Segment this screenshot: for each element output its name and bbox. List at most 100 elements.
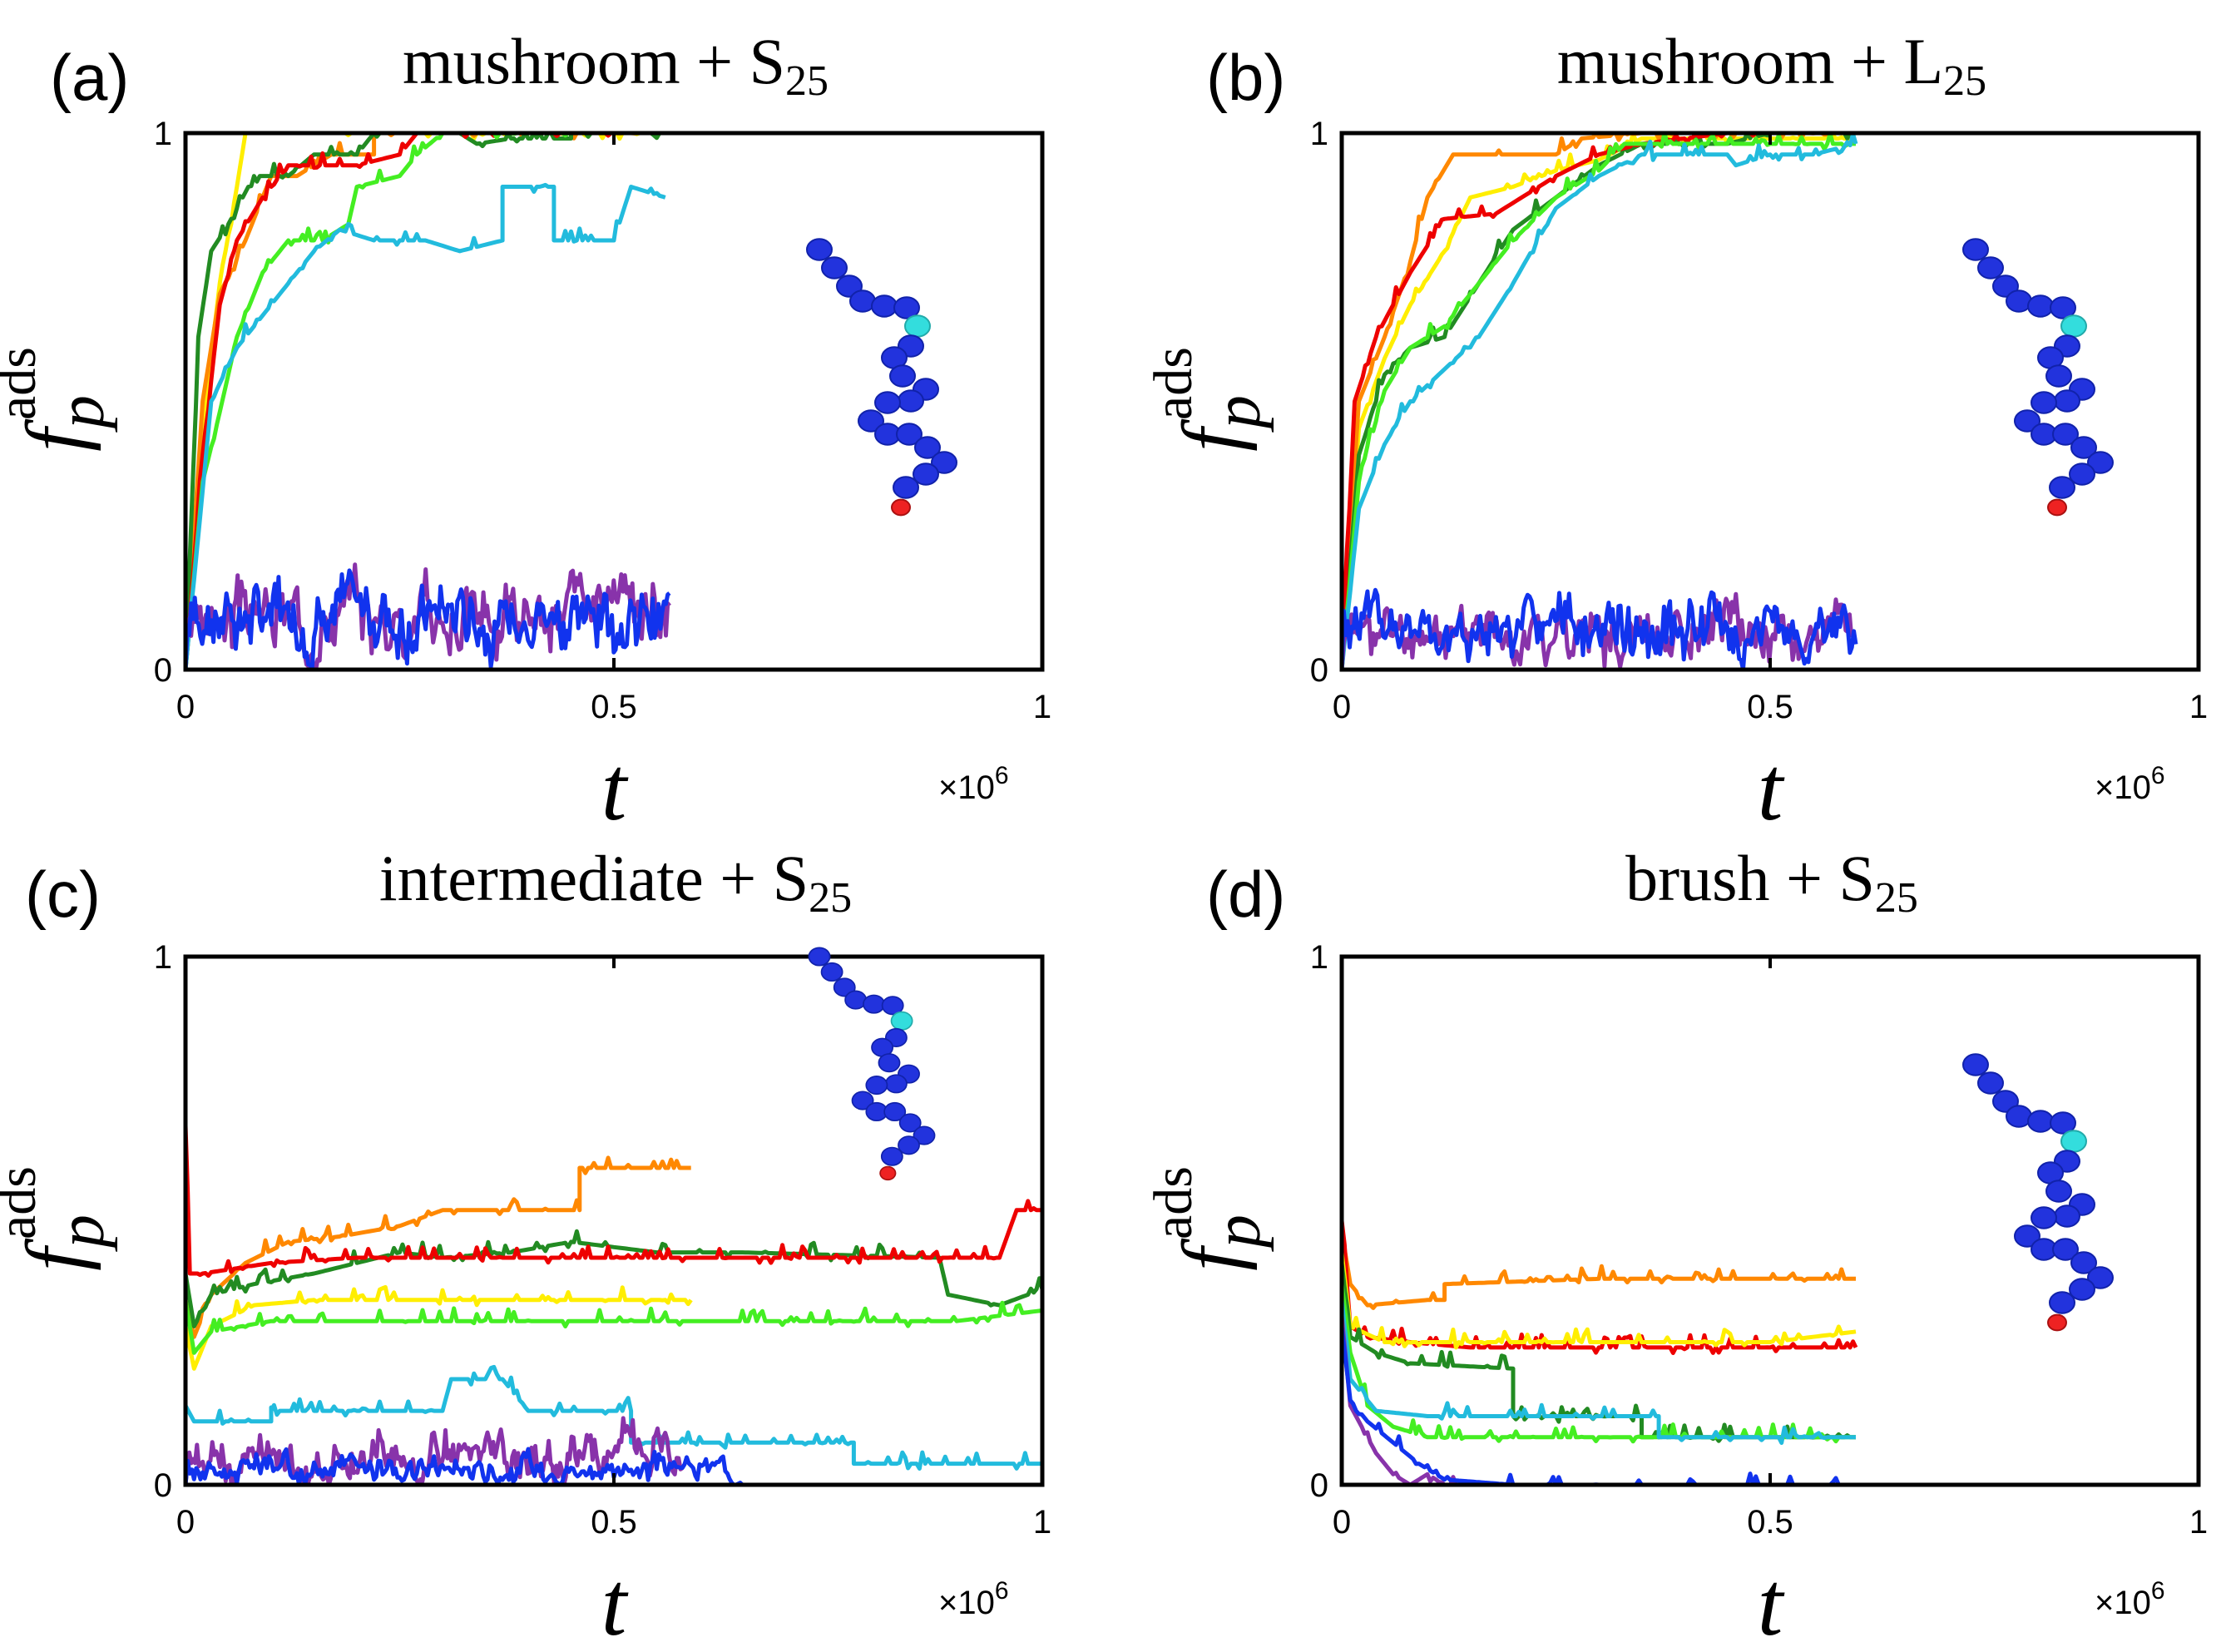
series-line-light-green xyxy=(185,1299,1042,1355)
chain-bead xyxy=(2052,423,2079,446)
chain-bead xyxy=(878,1053,901,1073)
y-axis-label: fpads xyxy=(1143,347,1274,452)
series-line-blue xyxy=(185,568,671,670)
chain-bead xyxy=(931,451,957,474)
polymer-chain-inset xyxy=(806,238,957,517)
series-line-cyan xyxy=(185,182,666,670)
chain-bead xyxy=(879,1165,897,1181)
chain-bead xyxy=(2087,451,2114,474)
x-tick-label: 1 xyxy=(2189,689,2208,725)
x-axis-label: t xyxy=(1758,738,1785,839)
chain-bead xyxy=(2060,314,2087,338)
series-line-green xyxy=(1342,131,1856,670)
x-multiplier: ×106 xyxy=(2095,1577,2165,1621)
series-line-red xyxy=(1342,131,1856,670)
series-line-cyan xyxy=(1342,131,1858,670)
panel-label: (c) xyxy=(25,858,101,931)
panel-b: (b) mushroom + L25 0 0.5 1 0 1 ×106 t fpads xyxy=(1143,25,2208,839)
series-line-blue xyxy=(1342,587,1858,670)
y-tick-label: 1 xyxy=(154,939,172,976)
chain-bead xyxy=(891,498,911,517)
chain-bead xyxy=(913,462,939,486)
chain-bead xyxy=(2027,294,2054,318)
chart-title: intermediate + S25 xyxy=(379,842,852,922)
x-axis-label: t xyxy=(601,1553,629,1652)
x-tick-label: 0 xyxy=(1333,689,1351,725)
chain-bead xyxy=(2045,1180,2072,1203)
chain-bead xyxy=(898,389,924,413)
chain-bead xyxy=(2050,296,2076,319)
x-tick-label: 0 xyxy=(176,1504,195,1541)
chain-bead xyxy=(858,409,884,433)
y-tick-label: 0 xyxy=(154,652,172,689)
panel-label: (a) xyxy=(50,41,129,114)
y-tick-label: 0 xyxy=(1310,652,1328,689)
panel-label: (b) xyxy=(1206,41,1285,114)
chain-bead xyxy=(808,947,831,967)
series-line-green xyxy=(185,1229,1042,1328)
series-line-cyan xyxy=(1342,1299,1856,1445)
series-line-cyan xyxy=(185,1364,1042,1471)
chain-bead xyxy=(2052,1238,2079,1261)
x-tick-label: 1 xyxy=(2189,1504,2208,1541)
chain-bead xyxy=(881,996,904,1016)
chain-bead xyxy=(2070,436,2097,459)
series-group xyxy=(1342,131,1858,670)
y-tick-label: 1 xyxy=(1310,116,1328,152)
chain-bead xyxy=(2014,1224,2040,1248)
chain-bead xyxy=(851,1091,874,1110)
y-axis-label: fpads xyxy=(0,347,118,452)
svg-text:fpads: fpads xyxy=(1143,1166,1274,1271)
chain-bead xyxy=(2031,1206,2057,1229)
series-line-orange xyxy=(1342,131,1856,670)
chart-title: mushroom + S25 xyxy=(403,25,829,105)
chain-bead xyxy=(2054,389,2080,413)
y-tick-label: 1 xyxy=(1310,939,1328,976)
svg-text:fpads: fpads xyxy=(0,1166,118,1271)
chain-bead xyxy=(2047,1313,2067,1332)
x-tick-label: 1 xyxy=(1033,689,1051,725)
chain-bead xyxy=(874,391,901,414)
chain-bead xyxy=(904,314,931,338)
chain-bead xyxy=(2069,462,2095,486)
svg-text:fpads: fpads xyxy=(0,347,118,452)
chain-bead xyxy=(1962,238,1989,261)
x-tick-label: 0.5 xyxy=(1747,1504,1793,1541)
series-group xyxy=(185,1125,1042,1485)
chain-bead xyxy=(2087,1266,2114,1289)
chain-bead xyxy=(2054,1204,2080,1228)
polymer-chain-inset xyxy=(1962,238,2114,517)
chain-bead xyxy=(821,256,848,279)
y-axis-label: fpads xyxy=(1143,1166,1274,1271)
chain-bead xyxy=(806,238,833,261)
x-multiplier: ×106 xyxy=(938,1577,1009,1621)
chain-bead xyxy=(880,1146,903,1166)
chain-bead xyxy=(883,1101,907,1122)
chain-bead xyxy=(898,1113,922,1133)
series-line-yellow xyxy=(1342,1252,1857,1350)
x-multiplier: ×106 xyxy=(2095,762,2165,806)
series-line-red xyxy=(185,1125,1042,1279)
chain-bead xyxy=(2031,391,2057,414)
chain-bead xyxy=(893,296,920,319)
polymer-chain-inset xyxy=(1962,1053,2114,1332)
x-axis-label: t xyxy=(601,738,629,839)
chain-bead xyxy=(2027,1110,2054,1133)
chain-bead xyxy=(871,294,898,318)
chart-title: mushroom + L25 xyxy=(1557,25,1986,105)
series-line-blue xyxy=(185,1447,744,1485)
chain-bead xyxy=(2050,1111,2076,1135)
series-line-red xyxy=(1342,1220,1858,1355)
x-axis-label: t xyxy=(1758,1553,1785,1652)
chain-bead xyxy=(889,364,916,388)
chain-bead xyxy=(893,476,919,499)
series-line-purple xyxy=(1342,1315,1471,1485)
x-tick-label: 0 xyxy=(1333,1504,1351,1541)
series-group xyxy=(185,131,671,670)
chain-bead xyxy=(914,436,941,459)
panel-d: (d) brush + S25 0 0.5 1 0 1 ×106 t fpads xyxy=(1143,842,2208,1652)
series-line-yellow xyxy=(1342,131,1857,670)
series-group xyxy=(1342,1220,1858,1485)
panel-a: (a) mushroom + S25 0 0.5 1 0 1 ×106 t fpads xyxy=(0,25,1051,839)
x-tick-label: 1 xyxy=(1033,1504,1051,1541)
